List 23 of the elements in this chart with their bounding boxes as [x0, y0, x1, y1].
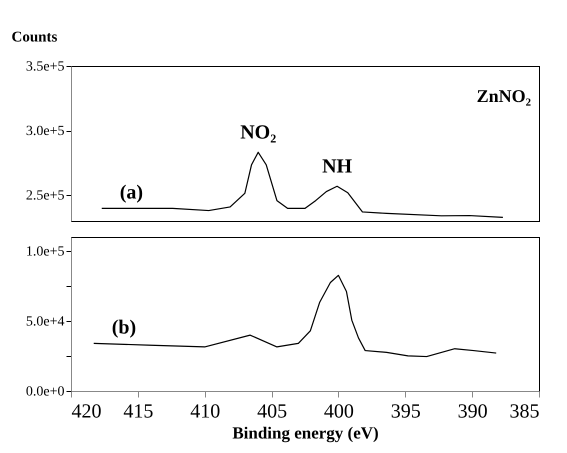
- x-tick-label: 410: [190, 400, 220, 422]
- annotation: NH: [322, 155, 353, 178]
- x-tick-label: 405: [257, 400, 288, 422]
- annotation: ZnNO₂: [476, 86, 531, 106]
- x-tick-label: 395: [390, 400, 421, 422]
- y-axis-title: Counts: [12, 30, 58, 46]
- line-series: [101, 152, 504, 218]
- y-tick-label: 0.0e+0: [26, 384, 64, 400]
- y-tick-label: 3.0e+5: [26, 124, 64, 140]
- x-tick-label: 420: [72, 400, 102, 422]
- series-label: (b): [112, 316, 136, 338]
- x-axis-title: Binding energy (eV): [232, 424, 379, 442]
- series-label: (a): [120, 181, 144, 204]
- y-tick-label: 5.0e+4: [26, 314, 64, 330]
- y-tick-label: 3.5e+5: [26, 60, 64, 74]
- annotation: NO₂: [240, 121, 276, 144]
- x-tick-label: 415: [123, 400, 154, 422]
- y-tick-label: 1.0e+5: [26, 244, 64, 260]
- x-tick-label: 390: [458, 400, 488, 422]
- y-tick-label: 2.5e+5: [26, 188, 64, 204]
- line-series: [93, 274, 497, 358]
- x-tick-label: 400: [324, 400, 354, 422]
- x-tick-label: 385: [510, 400, 540, 422]
